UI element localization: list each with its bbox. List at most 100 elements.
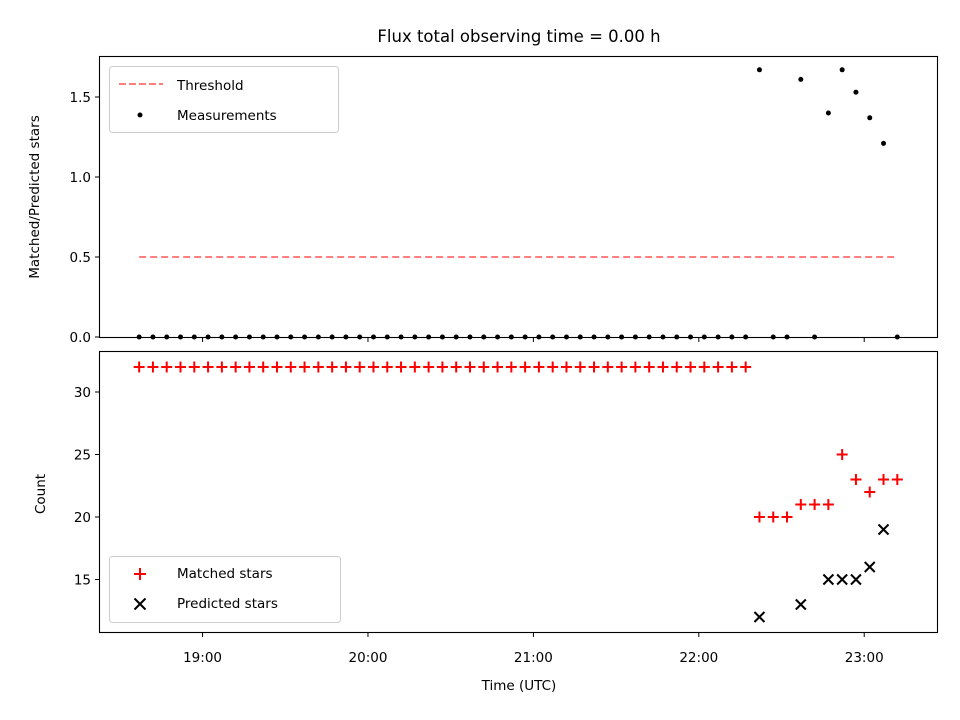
matched-star-point	[133, 361, 145, 373]
matched-star-point	[464, 361, 476, 373]
predicted-star-point	[864, 561, 876, 573]
top-y-axis-label: Matched/Predicted stars	[27, 115, 43, 278]
matched-star-point	[547, 361, 559, 373]
x-tick-label: 23:00	[845, 650, 884, 666]
matched-star-point	[629, 361, 641, 373]
matched-star-point	[519, 361, 531, 373]
matched-star-point	[767, 511, 779, 523]
matched-star-point	[395, 361, 407, 373]
matched-star-point	[533, 361, 545, 373]
measurement-point	[867, 115, 873, 121]
measurement-point	[825, 110, 831, 116]
matched-star-point	[340, 361, 352, 373]
matched-star-point	[326, 361, 338, 373]
measurement-point	[756, 67, 762, 73]
bottom-legend: Matched stars Predicted stars	[109, 556, 341, 623]
matched-star-point	[891, 474, 903, 485]
matched-star-point	[712, 361, 724, 373]
matched-star-point	[271, 361, 283, 373]
matched-star-point	[850, 474, 862, 485]
x-tick-label: 20:00	[349, 650, 388, 666]
predicted-star-point	[877, 523, 890, 536]
matched-star-point	[216, 361, 228, 373]
matched-legend-label: Matched stars	[177, 566, 273, 582]
matched-star-point	[354, 361, 366, 373]
matched-star-point	[175, 361, 187, 373]
threshold-legend-label: Threshold	[176, 78, 244, 94]
matched-star-point	[671, 361, 683, 373]
matched-star-point	[864, 486, 876, 498]
matched-star-point	[795, 499, 807, 510]
matched-star-point	[740, 361, 752, 373]
bottom-panel: 15 20 25 30 19:00 20:00 21:00 22:00 23:00 Count…	[33, 350, 939, 694]
measurement-point	[881, 140, 887, 146]
matched-star-point	[574, 361, 586, 373]
top-legend-box	[109, 66, 339, 133]
top-y-tick-label: 0.0	[70, 330, 91, 346]
measurement-point	[798, 76, 804, 82]
bottom-y-tick-label: 30	[74, 385, 91, 401]
matched-star-point	[243, 361, 255, 373]
measurements-legend-label: Measurements	[177, 108, 277, 124]
x-tick-label: 22:00	[679, 650, 718, 666]
matched-star-point	[161, 361, 173, 373]
matched-star-point	[657, 361, 669, 373]
matched-star-point	[423, 361, 435, 373]
matched-star-point	[312, 361, 324, 373]
matched-star-point	[492, 361, 504, 373]
matched-star-point	[505, 361, 517, 373]
matched-legend-swatch	[134, 568, 146, 580]
matched-star-point	[643, 361, 655, 373]
matched-star-point	[285, 361, 297, 373]
matched-star-point	[602, 361, 614, 373]
predicted-legend-swatch	[133, 597, 147, 611]
matched-star-point	[188, 361, 200, 373]
matched-star-point	[726, 361, 738, 373]
matched-star-point	[878, 474, 890, 485]
matched-star-point	[257, 361, 269, 373]
measurements-legend-swatch	[137, 112, 143, 118]
matched-star-point	[409, 361, 421, 373]
matched-star-point	[836, 449, 848, 460]
matched-star-point	[230, 361, 242, 373]
matched-star-point	[809, 499, 821, 510]
predicted-star-point	[822, 573, 835, 586]
matched-star-point	[698, 361, 710, 373]
matched-star-point	[450, 361, 462, 373]
top-panel: 0.0 0.5 1.0 1.5 Matched/Predicted stars Thr…	[27, 55, 939, 346]
matched-star-point	[560, 361, 572, 373]
measurement-point	[839, 67, 845, 73]
bottom-y-tick-label: 20	[74, 510, 91, 526]
x-tick-label: 19:00	[183, 650, 222, 666]
matched-star-point	[781, 511, 793, 523]
matched-star-point	[753, 511, 765, 523]
measurement-point	[853, 89, 859, 95]
bottom-y-tick-label: 15	[74, 573, 91, 589]
bottom-axes-frame	[98, 350, 939, 634]
top-axes-frame	[98, 55, 939, 339]
top-y-tick-label: 0.5	[70, 250, 91, 266]
matched-star-point	[436, 361, 448, 373]
matched-star-point	[616, 361, 628, 373]
bottom-y-axis-label: Count	[33, 474, 49, 514]
predicted-star-point	[753, 611, 766, 623]
matched-star-point	[685, 361, 697, 373]
matched-star-point	[381, 361, 393, 373]
bottom-y-tick-label: 25	[74, 448, 91, 464]
predicted-legend-label: Predicted stars	[177, 596, 278, 612]
matched-star-point	[147, 361, 159, 373]
matched-star-point	[822, 499, 834, 510]
matched-star-point	[202, 361, 214, 373]
top-y-tick-label: 1.5	[70, 90, 91, 106]
matched-star-point	[588, 361, 600, 373]
bottom-legend-box	[109, 556, 341, 623]
top-y-tick-label: 1.0	[70, 170, 91, 186]
matched-star-point	[299, 361, 311, 373]
top-y-ticks: 0.0 0.5 1.0 1.5	[70, 90, 100, 346]
predicted-star-point	[850, 573, 862, 586]
top-legend: Threshold Measurements	[109, 66, 339, 133]
predicted-star-point	[795, 598, 807, 611]
bottom-y-ticks: 15 20 25 30	[74, 385, 100, 589]
chart-title: Flux total observing time = 0.00 h	[377, 27, 660, 46]
